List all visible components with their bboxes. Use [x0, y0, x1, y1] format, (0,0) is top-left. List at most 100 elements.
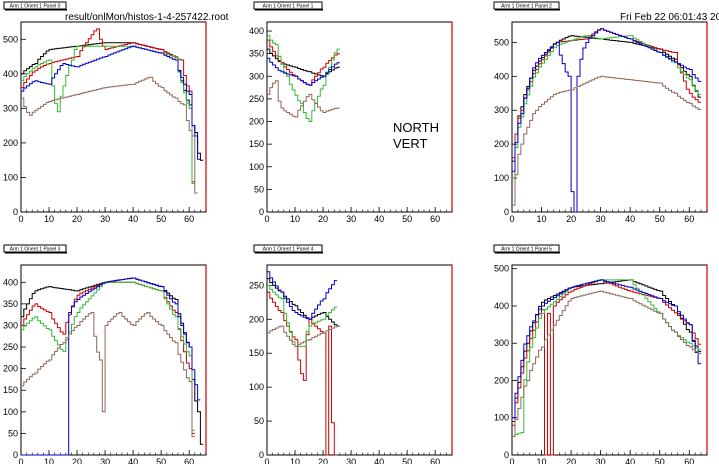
y-tick-label: 200	[494, 139, 509, 149]
y-tick-label: 500	[494, 37, 509, 47]
y-tick-label: 100	[494, 173, 509, 183]
y-tick-label: 350	[249, 49, 264, 59]
y-tick-label: 100	[249, 382, 264, 392]
y-tick-label: 400	[3, 277, 18, 287]
y-tick-label: 500	[494, 264, 509, 274]
series-brown-line	[21, 76, 198, 194]
x-tick-label: 60	[184, 214, 194, 224]
series-green-line	[512, 279, 702, 437]
series-red-line	[21, 28, 195, 183]
x-tick-label: 10	[537, 214, 547, 224]
x-tick-label: 30	[596, 214, 606, 224]
y-tick-label: 150	[249, 139, 264, 149]
panel-title: Arm 1 Orient 1 Panel 4	[263, 247, 314, 253]
series-black-line	[512, 35, 702, 162]
y-tick-label: 250	[3, 342, 18, 352]
series-green-line	[512, 35, 702, 179]
series-black-line	[267, 48, 340, 77]
series-blue-line	[512, 28, 702, 213]
series-blue-line	[21, 277, 201, 456]
y-tick-label: 300	[494, 338, 509, 348]
panel-title: Arm 1 Orient 1 Panel 5	[501, 247, 552, 253]
panel-title-shadow	[5, 252, 67, 254]
panel-title-shadow	[255, 252, 323, 254]
y-tick-label: 500	[3, 34, 18, 44]
x-tick-label: 40	[625, 214, 635, 224]
y-tick-label: 0	[13, 207, 18, 217]
series-black-line	[267, 278, 340, 327]
y-tick-label: 200	[249, 117, 264, 127]
vert-label: VERT	[393, 136, 427, 151]
y-tick-label: 50	[8, 428, 18, 438]
y-tick-label: 250	[249, 94, 264, 104]
x-tick-label: 0	[18, 214, 23, 224]
x-tick-label: 50	[402, 457, 412, 464]
y-tick-label: 200	[3, 138, 18, 148]
series-blue-line	[512, 279, 702, 419]
x-tick-label: 60	[684, 214, 694, 224]
x-tick-label: 10	[290, 214, 300, 224]
x-tick-label: 0	[18, 457, 23, 464]
x-tick-label: 60	[684, 457, 694, 464]
plot-frame	[266, 264, 453, 456]
y-tick-label: 0	[13, 450, 18, 460]
panel-title: Arm 1 Orient 1 Panel 2	[501, 4, 552, 10]
y-tick-label: 400	[249, 26, 264, 36]
x-tick-label: 30	[346, 457, 356, 464]
series-brown-line	[512, 290, 702, 437]
y-tick-label: 200	[494, 375, 509, 385]
y-tick-label: 100	[494, 413, 509, 423]
panel-2: Arm 1 Orient 1 Panel 2 0 10 20 30 40 50 60 0 100 2…	[493, 1, 708, 224]
y-tick-label: 300	[3, 103, 18, 113]
file-name-label: result/onlMon/histos-1-4-257422.root	[65, 12, 229, 23]
x-tick-label: 10	[44, 457, 54, 464]
series-red-line	[512, 28, 702, 159]
panel-4: Arm 1 Orient 1 Panel 4 0 10 20 30 40 50 60 0 50 10…	[249, 244, 453, 464]
x-tick-label: 50	[156, 214, 166, 224]
x-tick-label: 30	[100, 214, 110, 224]
x-tick-label: 30	[100, 457, 110, 464]
x-tick-label: 20	[72, 457, 82, 464]
x-tick-label: 40	[128, 214, 138, 224]
y-tick-label: 250	[249, 280, 264, 290]
panel-5: Arm 1 Orient 1 Panel 5 0 10 20 30 40 50 60 0 100 2…	[493, 244, 708, 464]
series-blue-line	[267, 271, 338, 320]
panel-title-shadow	[495, 9, 560, 11]
y-tick-label: 300	[249, 71, 264, 81]
series-brown-line	[267, 325, 340, 347]
x-tick-label: 20	[318, 457, 328, 464]
series-green-line	[21, 281, 195, 431]
plot-frame	[511, 21, 708, 213]
y-tick-label: 300	[3, 320, 18, 330]
x-tick-label: 0	[264, 457, 269, 464]
y-tick-label: 100	[3, 172, 18, 182]
y-tick-label: 150	[249, 348, 264, 358]
series-brown-line	[512, 75, 702, 206]
x-tick-label: 50	[655, 457, 665, 464]
x-tick-label: 50	[156, 457, 166, 464]
series-blue-line	[267, 57, 340, 86]
series-green-line	[267, 284, 338, 347]
x-tick-label: 0	[509, 457, 514, 464]
panel-title: Arm 1 Orient 1 Panel 3	[10, 247, 61, 253]
panel-1: Arm 1 Orient 1 Panel 1 0 10 20 30 40 50 60 0 50 10…	[249, 1, 453, 224]
panel-0: Arm 1 Orient 1 Panel 0 0 10 20 30 40 50 60 0 100 2…	[3, 1, 207, 224]
y-tick-label: 300	[494, 105, 509, 115]
x-tick-label: 10	[44, 214, 54, 224]
x-tick-label: 0	[509, 214, 514, 224]
series-red-line	[21, 281, 195, 434]
y-tick-label: 0	[504, 450, 509, 460]
panel-title-shadow	[495, 252, 560, 254]
y-tick-label: 0	[259, 207, 264, 217]
y-tick-label: 350	[3, 299, 18, 309]
panel-title: Arm 1 Orient 1 Panel 1	[263, 4, 314, 10]
panel-title-shadow	[255, 9, 323, 11]
y-tick-label: 150	[3, 385, 18, 395]
series-blue-line	[21, 45, 201, 160]
timestamp-label: Fri Feb 22 06:01:43 2008	[620, 12, 719, 23]
x-tick-label: 30	[346, 214, 356, 224]
y-tick-label: 400	[494, 301, 509, 311]
panel-3: Arm 1 Orient 1 Panel 3 0 10 20 30 40 50 60 0 50 10…	[3, 244, 207, 464]
y-tick-label: 400	[3, 69, 18, 79]
